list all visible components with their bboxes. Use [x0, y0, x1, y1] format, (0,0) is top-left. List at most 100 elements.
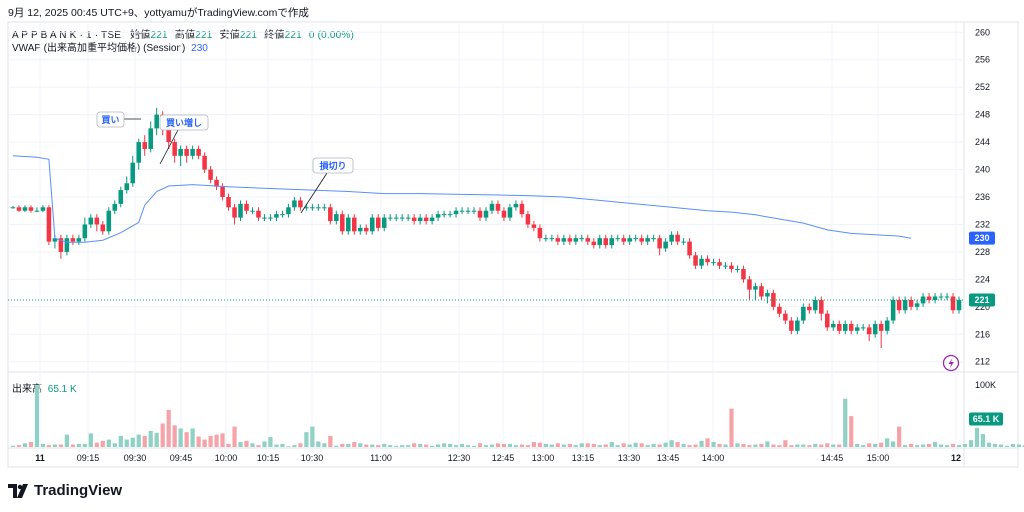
- volume-bar: [274, 444, 279, 447]
- volume-bar: [813, 443, 818, 447]
- volume-bar: [76, 443, 81, 447]
- candle-body: [890, 299, 896, 321]
- annotation-pointer: [300, 172, 328, 214]
- annotation-text: 買い増し: [166, 117, 202, 128]
- volume-bar: [1016, 444, 1021, 447]
- candle-body: [896, 299, 902, 311]
- volume-bar: [280, 443, 285, 447]
- volume-bar: [483, 445, 489, 447]
- time-tick-label: 12:30: [448, 453, 471, 463]
- vwap-price-tag: 230: [969, 231, 995, 245]
- candle-body: [346, 217, 351, 232]
- volume-bar: [184, 432, 189, 447]
- candle-body: [789, 320, 794, 331]
- candle-body: [340, 214, 345, 232]
- volume-bar: [597, 445, 602, 447]
- candle-body: [777, 306, 782, 314]
- candle-body: [651, 238, 656, 240]
- candle-body: [465, 210, 471, 212]
- time-tick-label: 09:30: [124, 453, 147, 463]
- volume-bar: [412, 443, 417, 447]
- volume-bar: [178, 428, 183, 447]
- candle-body: [699, 258, 704, 266]
- volume-bar: [777, 445, 782, 447]
- candle-body: [819, 299, 824, 314]
- volume-bar: [885, 438, 890, 447]
- symbol-name[interactable]: A P P B A N K · 1 · TSE: [12, 30, 122, 41]
- volume-bar: [286, 446, 291, 447]
- annotation-box: [96, 111, 125, 128]
- candle-body: [830, 323, 836, 328]
- volume-bar: [603, 444, 608, 447]
- volume-bar: [633, 442, 638, 447]
- volume-bar: [436, 444, 441, 447]
- trade-annotation[interactable]: 買い: [96, 111, 141, 128]
- volume-bar: [268, 437, 273, 447]
- candle-body: [292, 200, 297, 208]
- volume-label[interactable]: 出来高: [12, 384, 42, 395]
- volume-bar: [849, 416, 854, 447]
- candle-body: [621, 238, 626, 242]
- volume-bar: [555, 443, 560, 447]
- price-tag-box: [969, 231, 995, 245]
- candle-body: [100, 224, 106, 232]
- candle-body: [675, 234, 680, 242]
- volume-bar: [1022, 445, 1024, 447]
- volume-bar: [669, 440, 674, 447]
- candle-body: [854, 327, 860, 331]
- trade-annotation[interactable]: 損切り: [300, 157, 354, 214]
- volume-bar: [441, 443, 447, 447]
- tradingview-logo[interactable]: TradingView: [8, 482, 122, 499]
- candle-body: [633, 238, 638, 240]
- volume-bar: [244, 440, 249, 447]
- volume-bar: [453, 445, 459, 447]
- volume-bar: [256, 445, 261, 447]
- volume-bar: [40, 443, 46, 447]
- time-tick-label: 14:00: [702, 453, 725, 463]
- volume-bar: [663, 442, 668, 447]
- candle-body: [64, 238, 70, 252]
- volume-bar: [651, 443, 656, 447]
- candle-body: [902, 299, 908, 311]
- lightning-icon[interactable]: [942, 354, 960, 372]
- vwap-label[interactable]: VWAP (出来高加重平均価格) (Session): [12, 43, 186, 54]
- volume-bar: [920, 444, 926, 447]
- volume-bar: [741, 443, 746, 447]
- candle-body: [256, 210, 261, 218]
- volume-bar: [807, 445, 812, 447]
- candle-body: [555, 238, 561, 242]
- volume-bar: [370, 444, 375, 447]
- candle-body: [878, 323, 884, 331]
- time-tick-label: 09:45: [170, 453, 193, 463]
- candle-body: [136, 142, 142, 163]
- volume-bar: [220, 433, 225, 447]
- candle-body: [184, 148, 189, 156]
- volume-bar: [136, 434, 141, 447]
- volume-bar: [64, 434, 69, 447]
- volume-bar: [938, 444, 944, 447]
- candle-body: [597, 238, 603, 246]
- candle-body: [52, 238, 58, 242]
- candle-body: [238, 203, 243, 218]
- volume-bar: [519, 444, 525, 447]
- time-tick-label: 13:15: [572, 453, 595, 463]
- volume-tag: 65.1 K: [969, 412, 1003, 426]
- volume-bar: [459, 443, 465, 447]
- volume-bar: [992, 443, 998, 447]
- candle-body: [298, 200, 303, 208]
- volume-bar: [573, 445, 578, 447]
- volume-bar: [334, 445, 339, 447]
- trade-annotation[interactable]: 買い増し: [159, 114, 209, 165]
- candle-body: [154, 114, 159, 129]
- volume-bar: [447, 443, 453, 447]
- candle-body: [950, 296, 956, 311]
- candle-body: [106, 210, 112, 232]
- volume-tick-label: 100K: [975, 380, 996, 390]
- volume-bar: [699, 440, 704, 447]
- close-label: 終値: [264, 30, 285, 41]
- candle-body: [795, 320, 800, 331]
- volume-bar: [974, 427, 980, 447]
- volume-bar: [645, 445, 650, 447]
- candle-body: [507, 207, 513, 218]
